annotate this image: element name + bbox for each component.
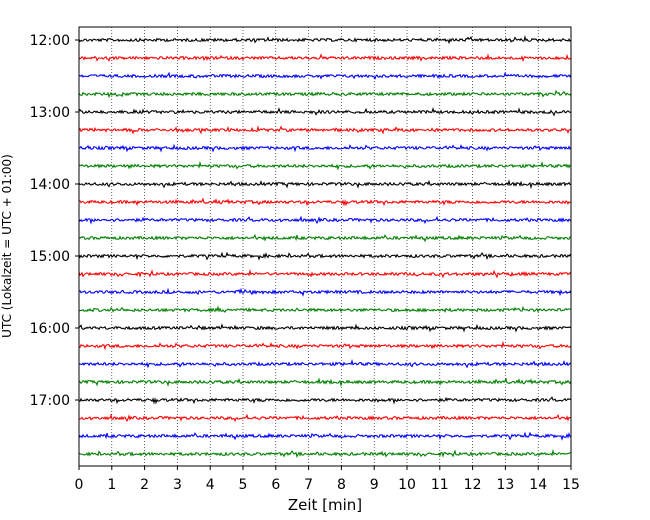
y-axis-label: UTC (Lokalzeit = UTC + 01:00) bbox=[0, 154, 14, 338]
trace-1645 bbox=[78, 377, 572, 388]
trace-1330 bbox=[78, 143, 572, 153]
trace-1430 bbox=[78, 215, 572, 225]
trace-1445 bbox=[78, 233, 572, 243]
x-tick-label: 15 bbox=[562, 477, 580, 493]
y-tick-label: 12:00 bbox=[30, 33, 70, 49]
x-axis: 0 1 2 3 4 5 6 7 8 9 10 11 12 13 14 15 bbox=[75, 466, 580, 493]
plot-frame bbox=[78, 26, 572, 467]
trace-1515 bbox=[78, 268, 572, 279]
x-tick-label: 6 bbox=[271, 477, 280, 493]
trace-1245 bbox=[78, 89, 572, 99]
grid-lines bbox=[111, 27, 539, 466]
x-tick-label: 10 bbox=[398, 477, 416, 493]
traces-group bbox=[78, 35, 572, 459]
x-tick-label: 3 bbox=[173, 477, 182, 493]
x-tick-label: 7 bbox=[304, 477, 313, 493]
trace-1400 bbox=[78, 179, 572, 190]
trace-1415 bbox=[78, 197, 572, 207]
x-tick-label: 4 bbox=[206, 477, 215, 493]
trace-1630 bbox=[78, 358, 572, 369]
trace-1545 bbox=[78, 305, 572, 314]
trace-1530 bbox=[78, 287, 572, 297]
trace-1230 bbox=[78, 71, 572, 80]
trace-1700 bbox=[78, 396, 572, 405]
x-tick-label: 2 bbox=[140, 477, 149, 493]
y-tick-label: 14:00 bbox=[30, 177, 70, 193]
x-tick-label: 0 bbox=[75, 477, 84, 493]
y-tick-label: 17:00 bbox=[30, 393, 70, 409]
x-tick-label: 1 bbox=[107, 477, 116, 493]
y-tick-label: 13:00 bbox=[30, 105, 70, 121]
x-tick-label: 14 bbox=[529, 477, 547, 493]
trace-1345 bbox=[78, 160, 572, 171]
y-axis: 12:00 13:00 14:00 15:00 16:00 17:00 bbox=[30, 33, 79, 409]
trace-1200 bbox=[78, 35, 572, 45]
x-tick-label: 11 bbox=[431, 477, 449, 493]
trace-1730 bbox=[78, 431, 572, 441]
trace-1300 bbox=[78, 107, 572, 117]
x-axis-label: Zeit [min] bbox=[288, 496, 362, 514]
trace-1315 bbox=[78, 125, 572, 135]
x-tick-label: 12 bbox=[464, 477, 482, 493]
x-tick-label: 5 bbox=[239, 477, 248, 493]
y-tick-label: 16:00 bbox=[30, 321, 70, 337]
trace-1745 bbox=[78, 448, 572, 459]
trace-1600 bbox=[78, 323, 572, 333]
x-tick-label: 8 bbox=[337, 477, 346, 493]
x-tick-label: 9 bbox=[370, 477, 379, 493]
y-tick-label: 15:00 bbox=[30, 249, 70, 265]
x-tick-label: 13 bbox=[496, 477, 514, 493]
trace-1615 bbox=[78, 340, 572, 351]
trace-1500 bbox=[78, 251, 572, 261]
trace-1715 bbox=[78, 413, 572, 423]
trace-1215 bbox=[78, 53, 572, 63]
